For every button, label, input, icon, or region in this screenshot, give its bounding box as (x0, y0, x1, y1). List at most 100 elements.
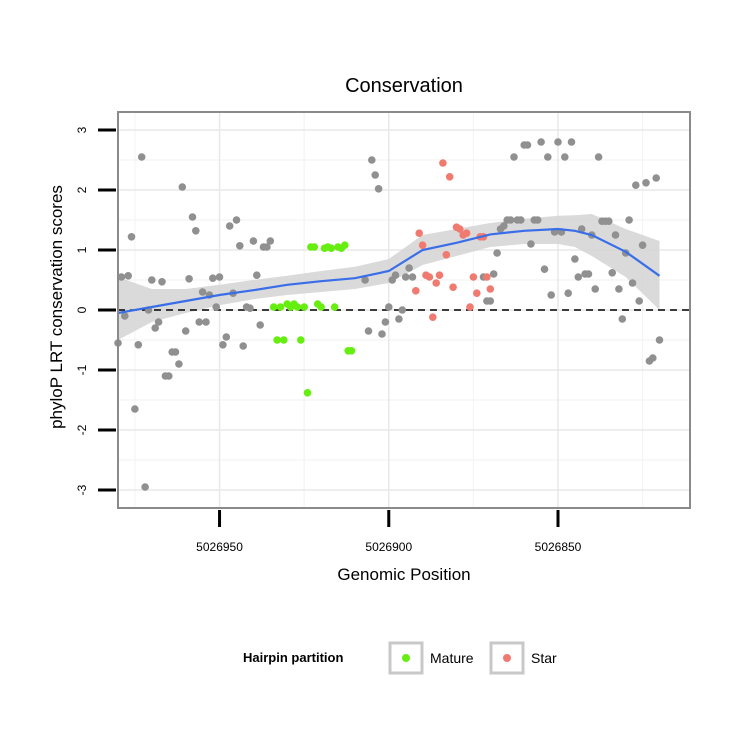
data-point-star (445, 173, 454, 181)
data-point-other (127, 233, 136, 241)
data-point-other (198, 288, 207, 296)
data-point-other (236, 242, 244, 250)
legend-title: Hairpin partition (243, 650, 343, 665)
y-tick-label: 0 (75, 306, 89, 313)
data-point-other (266, 237, 275, 245)
y-tick-label: 1 (75, 246, 89, 253)
legend-label-mature: Mature (430, 650, 474, 666)
data-point-star (418, 241, 427, 249)
data-point-other (638, 241, 647, 249)
data-point-other (506, 216, 515, 224)
data-point-other (185, 275, 193, 283)
data-point-other (605, 217, 613, 225)
data-point-other (195, 318, 203, 326)
plot-border (117, 111, 691, 509)
data-point-mature (330, 303, 339, 311)
data-point-other (368, 156, 376, 164)
data-point-other (561, 153, 569, 161)
data-point-star (415, 229, 424, 237)
x-tick-label: 5026950 (196, 540, 243, 554)
data-point-other (533, 216, 542, 224)
data-point-other (148, 276, 156, 284)
data-point-star (435, 271, 444, 280)
legend-label-star: Star (531, 650, 557, 666)
data-point-other (361, 276, 369, 284)
data-point-other (574, 273, 583, 281)
data-point-star (432, 279, 441, 287)
data-point-other (381, 318, 390, 326)
series-other (114, 138, 664, 491)
data-point-other (364, 327, 373, 335)
data-point-other (158, 278, 166, 286)
data-point-other (256, 321, 265, 329)
data-point-star (425, 273, 434, 281)
data-point-other (615, 285, 623, 293)
data-point-mature (276, 303, 285, 311)
data-point-mature (303, 389, 312, 397)
data-point-other (171, 348, 180, 356)
data-point-other (188, 213, 197, 221)
data-point-other (652, 174, 660, 182)
data-point-mature (341, 241, 349, 249)
data-point-other (225, 222, 234, 230)
data-point-other (584, 270, 593, 278)
data-point-star (449, 283, 457, 292)
x-tick-label: 5026900 (365, 540, 412, 554)
data-point-other (215, 273, 224, 281)
data-point-star (442, 251, 451, 259)
data-point-mature (297, 336, 305, 344)
legend-key-mature (402, 654, 410, 662)
legend: Hairpin partition Mature Star (243, 641, 557, 675)
data-point-other (212, 303, 220, 311)
data-point-star (483, 273, 491, 281)
data-point-other (537, 138, 545, 146)
data-point-other (564, 289, 572, 298)
data-point-other (151, 324, 159, 332)
y-axis-label: phyloP LRT conservation scores (47, 185, 66, 429)
data-point-other (249, 237, 258, 245)
legend-key-star (503, 654, 511, 662)
data-point-other (405, 264, 413, 272)
data-point-star (429, 313, 437, 322)
data-point-star (439, 159, 447, 167)
data-point-other (635, 297, 643, 305)
data-point-other (202, 318, 210, 326)
data-point-other (655, 336, 664, 344)
data-point-mature (317, 303, 325, 311)
data-point-other (252, 271, 261, 280)
x-axis-label: Genomic Position (337, 565, 470, 584)
data-point-other (124, 272, 132, 280)
data-point-star (462, 229, 471, 237)
data-point-mature (293, 303, 302, 311)
data-point-other (591, 285, 599, 293)
data-point-other (137, 153, 146, 161)
series-mature (269, 241, 356, 397)
data-point-other (527, 240, 535, 248)
data-point-other (131, 405, 139, 413)
data-point-other (165, 372, 173, 380)
data-point-other (398, 306, 407, 314)
y-tick-label: -1 (75, 364, 89, 375)
data-point-other (544, 153, 552, 161)
data-point-other (510, 153, 518, 161)
data-point-other (209, 274, 217, 283)
data-point-other (625, 216, 633, 224)
data-point-other (371, 171, 380, 179)
data-point-other (571, 255, 579, 263)
data-point-other (222, 333, 231, 341)
data-point-mature (280, 336, 288, 344)
data-point-other (117, 273, 126, 281)
data-point-other (192, 227, 200, 235)
data-point-mature (273, 336, 281, 344)
data-point-other (391, 271, 400, 280)
data-point-other (486, 297, 495, 305)
data-point-other (618, 315, 627, 323)
data-point-other (523, 141, 532, 149)
data-point-other (121, 312, 129, 320)
data-point-other (134, 341, 143, 349)
data-point-other (374, 185, 383, 193)
confidence-band (118, 214, 660, 340)
data-point-other (154, 318, 163, 326)
data-point-star (473, 289, 481, 298)
